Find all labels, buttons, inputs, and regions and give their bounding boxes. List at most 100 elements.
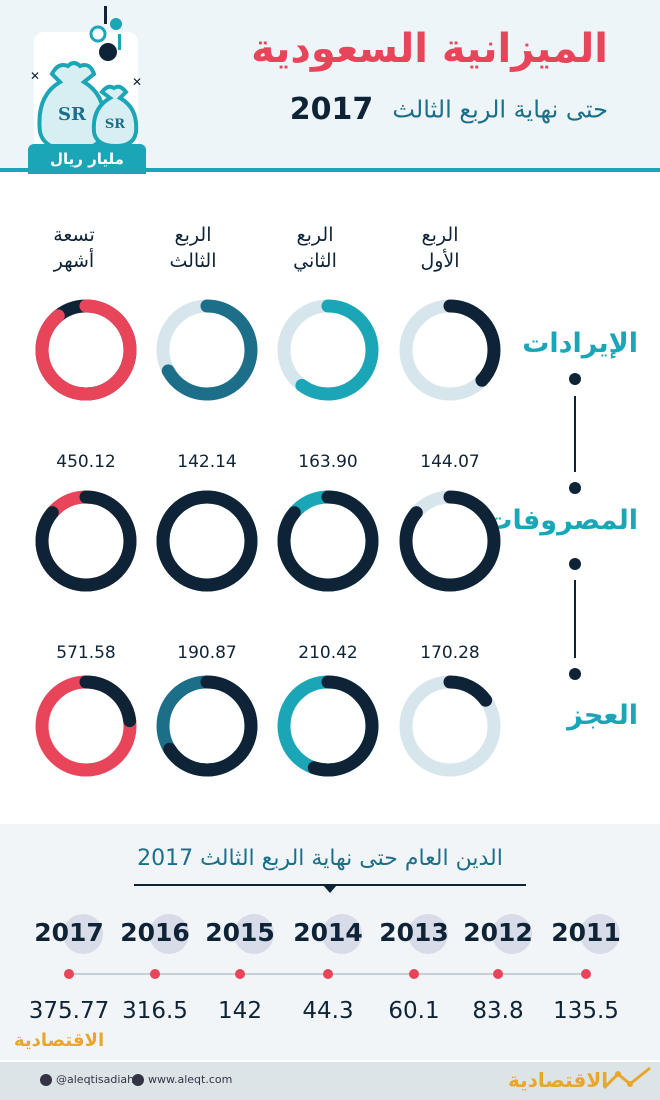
donut-revenues-q3: 142.14: [153, 296, 261, 472]
donut-ring: [35, 299, 137, 401]
footer-bar: [0, 1062, 660, 1100]
donut-expenses-q3: 190.87: [153, 487, 261, 663]
donut-expenses-q2: 210.42: [274, 487, 382, 663]
donut-revenues-q2: 163.90: [274, 296, 382, 472]
year-label-2017: 2017: [34, 918, 104, 947]
debt-title: الدين العام حتى نهاية الربع الثالث 2017: [137, 846, 503, 871]
year-label-2016: 2016: [120, 918, 190, 947]
donut-ring: [35, 675, 137, 777]
header-divider: [0, 168, 660, 172]
donut-ring: [156, 490, 258, 592]
donut-value: 142.14: [177, 452, 237, 472]
year-label-2011: 2011: [551, 918, 621, 947]
svg-text:✕: ✕: [30, 69, 40, 83]
year-bubble: [492, 914, 532, 954]
donut-ring: [399, 490, 501, 592]
chart-trend-icon: [602, 1066, 651, 1090]
donut-ring: [399, 299, 501, 401]
donut-arc: [35, 675, 137, 777]
donut-arc: [156, 299, 258, 401]
year-bubble: [63, 914, 103, 954]
donut-deficit-nine-months: 121.45: [32, 672, 140, 848]
column-header-nine-months: تسعة أشهر: [53, 224, 95, 272]
debt-point: [581, 969, 591, 979]
subtitle-text: حتى نهاية الربع الثالث: [392, 95, 608, 124]
donut-arc: [277, 675, 379, 777]
money-bags-logo-icon: ✕ ✕ SR SR: [30, 6, 142, 170]
year-bubble: [149, 914, 189, 954]
donut-value: 450.12: [56, 452, 116, 472]
donut-revenues-q1: 144.07: [396, 296, 504, 472]
brand-logo-footer: الاقتصادية: [508, 1068, 609, 1092]
year-label-2013: 2013: [379, 918, 449, 947]
donut-arc: [35, 490, 137, 592]
donut-arc: [277, 299, 379, 401]
debt-point: [323, 969, 333, 979]
unit-badge: مليار ريال: [28, 144, 146, 174]
donut-arc: [399, 675, 501, 777]
donut-arc: [35, 299, 137, 401]
year-label-2014: 2014: [293, 918, 363, 947]
page-title: الميزانية السعودية: [251, 26, 608, 72]
donut-arc: [156, 490, 258, 592]
debt-value-2011: 135.5: [553, 998, 619, 1024]
column-header-q1: الربع الأول: [420, 224, 460, 272]
row-label-revenues: الإيرادات: [522, 328, 638, 359]
donut-arc: [277, 490, 379, 592]
debt-value-2013: 60.1: [388, 998, 440, 1024]
subtitle-year: 2017: [281, 92, 381, 127]
debt-value-2016: 316.5: [122, 998, 188, 1024]
donut-ring: [156, 675, 258, 777]
debt-point: [493, 969, 503, 979]
donut-arc: [399, 299, 501, 401]
currency-glyph: SR: [58, 104, 87, 125]
row-timeline: [569, 373, 581, 680]
donut-deficit-q2: 46.5: [274, 672, 382, 848]
donut-value: 144.07: [420, 452, 480, 472]
globe-icon: [132, 1074, 144, 1086]
column-header-q2: الربع الثاني: [293, 224, 337, 272]
debt-point: [150, 969, 160, 979]
debt-value-2017: 375.77: [28, 998, 110, 1024]
year-bubble: [234, 914, 274, 954]
row-label-deficit: العجز: [567, 700, 638, 731]
donut-ring: [399, 675, 501, 777]
donut-deficit-q3: 48.7: [153, 672, 261, 848]
debt-point: [409, 969, 419, 979]
currency-glyph-small: SR: [105, 117, 125, 132]
twitter-icon: [40, 1074, 52, 1086]
year-label-2015: 2015: [205, 918, 275, 947]
year-bubble: [322, 914, 362, 954]
svg-text:✕: ✕: [132, 75, 142, 89]
debt-title-pointer: [323, 885, 337, 893]
debt-point: [235, 969, 245, 979]
social-handle: @aleqtisadiah: [56, 1073, 135, 1086]
debt-value-2012: 83.8: [472, 998, 524, 1024]
donut-expenses-nine-months: 571.58: [32, 487, 140, 663]
donut-ring: [277, 299, 379, 401]
debt-value-2014: 44.3: [302, 998, 354, 1024]
donut-ring: [277, 675, 379, 777]
donut-value: 163.90: [298, 452, 358, 472]
year-bubble: [580, 914, 620, 954]
year-bubble: [408, 914, 448, 954]
donut-value: 190.87: [177, 643, 237, 663]
donut-arc: [399, 490, 501, 592]
donut-ring: [277, 490, 379, 592]
column-header-q3: الربع الثالث: [169, 224, 217, 272]
debt-timeline-chart: [63, 914, 620, 979]
brand-logo: الاقتصادية: [14, 1030, 105, 1051]
donut-arc: [156, 675, 258, 777]
row-label-expenses: المصروفات: [485, 505, 638, 536]
donut-value: 571.58: [56, 643, 116, 663]
site-url[interactable]: www.aleqt.com: [148, 1073, 233, 1086]
donut-value: 210.42: [298, 643, 358, 663]
donut-ring: [156, 299, 258, 401]
donut-deficit-q1: 26.2: [396, 672, 504, 850]
donut-value: 170.28: [420, 643, 480, 663]
donut-ring: [35, 490, 137, 592]
debt-value-2015: 142: [218, 998, 262, 1024]
debt-point: [64, 969, 74, 979]
page-subtitle: حتى نهاية الربع الثالث 2017: [281, 92, 608, 132]
donut-expenses-q1: 170.28: [396, 487, 504, 663]
